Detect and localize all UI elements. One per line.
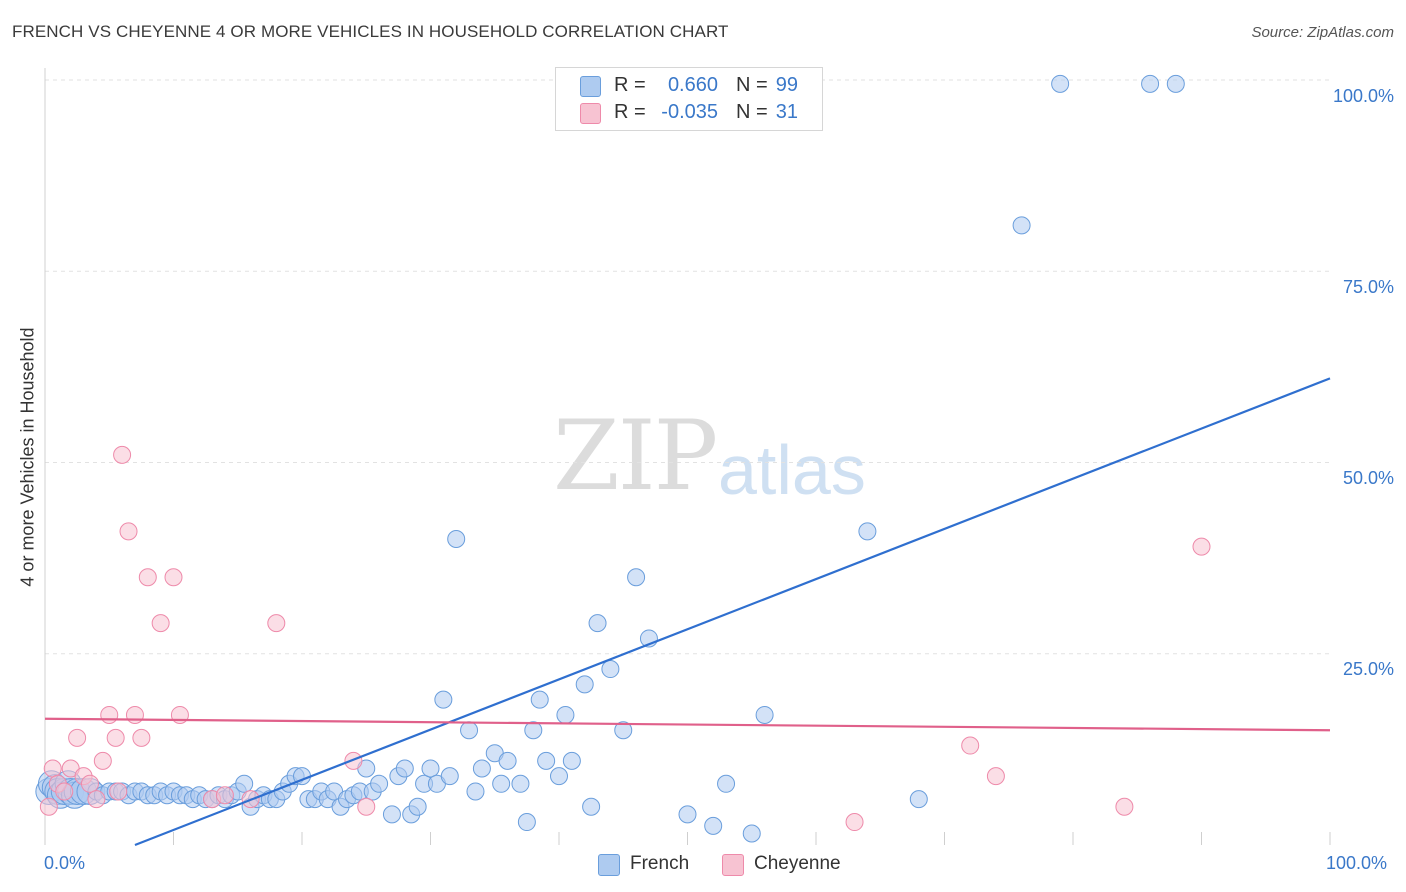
- legend-label-cheyenne: Cheyenne: [754, 853, 841, 874]
- french-point: [582, 797, 601, 816]
- french-point: [575, 675, 594, 694]
- chart-title: FRENCH VS CHEYENNE 4 OR MORE VEHICLES IN…: [12, 22, 729, 41]
- french-point: [1141, 74, 1160, 93]
- french-point: [440, 767, 459, 786]
- cheyenne-point: [151, 614, 170, 633]
- n-value: 99: [775, 74, 798, 96]
- n-label: N =: [736, 74, 768, 96]
- cheyenne-point: [1192, 537, 1211, 556]
- cheyenne-point: [215, 786, 234, 805]
- cheyenne-point: [986, 767, 1005, 786]
- n-value: 31: [775, 101, 798, 123]
- legend-label-french: French: [630, 853, 690, 874]
- french-point: [382, 805, 401, 824]
- legend-row-french: R = 0.660 N = 99: [556, 73, 822, 99]
- legend-swatch-french: [580, 76, 601, 97]
- french-point: [556, 705, 575, 724]
- watermark-atlas: atlas: [718, 431, 866, 509]
- cheyenne-point: [267, 614, 286, 633]
- french-point: [235, 774, 254, 793]
- french-point: [466, 782, 485, 801]
- french-point: [530, 690, 549, 709]
- cheyenne-point: [125, 705, 144, 724]
- r-label: R =: [614, 74, 646, 96]
- cheyenne-trend-line: [44, 717, 1331, 732]
- french-trend-line: [134, 377, 1331, 847]
- french-point: [755, 705, 774, 724]
- legend-swatch-cheyenne: [722, 854, 744, 876]
- cheyenne-point: [132, 728, 151, 747]
- r-value: -0.035: [661, 101, 718, 123]
- french-point: [742, 824, 761, 843]
- cheyenne-point: [138, 568, 157, 587]
- cheyenne-point: [100, 705, 119, 724]
- x-tick-label: 100.0%: [1326, 853, 1388, 873]
- cheyenne-point: [87, 790, 106, 809]
- french-point: [524, 721, 543, 740]
- y-tick-label: 50.0%: [1342, 468, 1394, 488]
- cheyenne-point: [119, 522, 138, 541]
- y-axis-label: 4 or more Vehicles in Household: [17, 327, 38, 587]
- french-point: [678, 805, 697, 824]
- cheyenne-point: [106, 728, 125, 747]
- source-label: Source: ZipAtlas.com: [1251, 24, 1394, 41]
- french-point: [537, 751, 556, 770]
- correlation-legend: R = 0.660 N = 99 R = -0.035 N = 31: [555, 67, 823, 131]
- cheyenne-point: [1115, 797, 1134, 816]
- legend-swatch-cheyenne: [580, 103, 601, 124]
- french-point: [511, 774, 530, 793]
- french-point: [421, 759, 440, 778]
- french-point: [447, 530, 466, 548]
- french-point: [434, 690, 453, 709]
- french-point: [472, 759, 491, 778]
- cheyenne-point: [93, 751, 112, 770]
- french-point: [370, 774, 389, 793]
- french-point: [601, 660, 620, 679]
- french-point: [562, 751, 581, 770]
- french-point: [588, 614, 607, 633]
- french-point: [1166, 74, 1185, 93]
- french-point: [614, 721, 633, 740]
- french-point: [1051, 74, 1070, 93]
- french-point: [627, 568, 646, 587]
- legend-row-cheyenne: R = -0.035 N = 31: [556, 100, 822, 126]
- french-point: [492, 774, 511, 793]
- watermark-zip: ZIP: [553, 400, 718, 512]
- french-point: [550, 767, 568, 786]
- cheyenne-point: [845, 813, 864, 832]
- french-point: [909, 790, 928, 809]
- french-point: [498, 751, 517, 770]
- french-point: [460, 721, 479, 740]
- cheyenne-point: [39, 797, 58, 816]
- cheyenne-point: [55, 782, 74, 801]
- n-label: N =: [736, 101, 768, 123]
- french-point: [517, 813, 536, 832]
- y-tick-label: 25.0%: [1342, 659, 1394, 679]
- legend-swatch-french: [598, 854, 620, 876]
- french-point: [1012, 216, 1031, 235]
- cheyenne-point: [113, 445, 132, 464]
- y-tick-label: 75.0%: [1342, 277, 1394, 297]
- r-value: 0.660: [667, 74, 718, 96]
- french-point: [858, 522, 877, 541]
- y-tick-label: 100.0%: [1332, 86, 1394, 106]
- french-point: [717, 774, 736, 793]
- french-point: [408, 797, 427, 816]
- cheyenne-point: [164, 568, 183, 587]
- x-tick-label: 0.0%: [44, 853, 86, 873]
- r-label: R =: [614, 101, 646, 123]
- cheyenne-point: [357, 797, 376, 816]
- cheyenne-point: [68, 728, 87, 747]
- cheyenne-point: [43, 759, 62, 778]
- cheyenne-point: [80, 774, 99, 793]
- french-point: [704, 816, 723, 835]
- cheyenne-point: [961, 736, 980, 755]
- french-point: [395, 759, 414, 778]
- cheyenne-point: [109, 782, 128, 801]
